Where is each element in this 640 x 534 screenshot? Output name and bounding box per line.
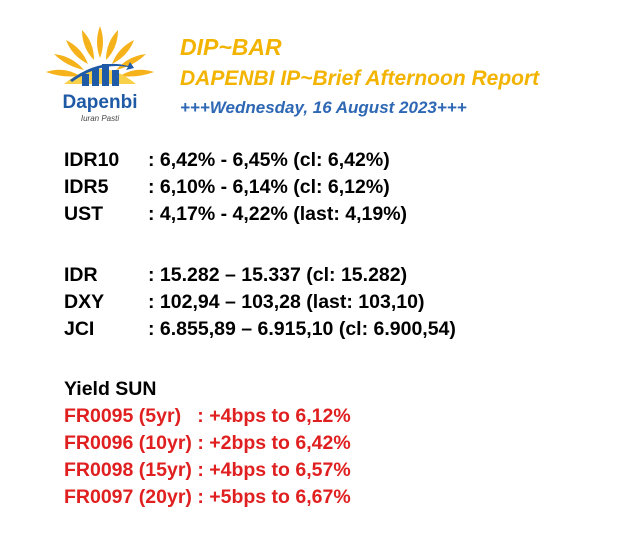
sun-emblem-icon <box>46 26 154 86</box>
row-value: : 6,42% - 6,45% (cl: 6,42%) <box>148 149 390 171</box>
data-row: IDR : 15.282 – 15.337 (cl: 15.282) <box>64 262 456 289</box>
yield-sun-title: Yield SUN <box>64 378 157 400</box>
row-label: DXY <box>64 291 105 313</box>
row-label: UST <box>64 203 103 225</box>
markets-section: IDR : 15.282 – 15.337 (cl: 15.282) DXY :… <box>64 262 456 343</box>
data-row: IDR5 : 6,10% - 6,14% (cl: 6,12%) <box>64 174 407 201</box>
data-row: UST : 4,17% - 4,22% (last: 4,19%) <box>64 201 407 228</box>
data-row: JCI : 6.855,89 – 6.915,10 (cl: 6.900,54) <box>64 316 456 343</box>
data-row: DXY : 102,94 – 103,28 (last: 103,10) <box>64 289 456 316</box>
row-value: : 4,17% - 4,22% (last: 4,19%) <box>148 203 408 225</box>
row-label: IDR5 <box>64 176 109 198</box>
yield-row: FR0097 (20yr) : +5bps to 6,67% <box>64 486 351 508</box>
yield-row: FR0098 (15yr) : +4bps to 6,57% <box>64 459 351 481</box>
yield-sun-section: Yield SUN FR0095 (5yr) : +4bps to 6,12% … <box>64 376 351 511</box>
row-label: JCI <box>64 318 95 340</box>
bond-yields-section: IDR10 : 6,42% - 6,45% (cl: 6,42%) IDR5 :… <box>64 147 407 228</box>
yield-row: FR0095 (5yr) : +4bps to 6,12% <box>64 405 351 427</box>
row-label: IDR10 <box>64 149 120 171</box>
dapenbi-logo: Dapenbi Iuran Pasti <box>30 18 170 123</box>
data-row: IDR10 : 6,42% - 6,45% (cl: 6,42%) <box>64 147 407 174</box>
row-value: : 15.282 – 15.337 (cl: 15.282) <box>148 264 408 286</box>
row-value: : 6.855,89 – 6.915,10 (cl: 6.900,54) <box>148 318 456 340</box>
logo-name: Dapenbi <box>62 92 138 113</box>
row-value: : 102,94 – 103,28 (last: 103,10) <box>148 291 425 313</box>
report-subtitle: DAPENBI IP~Brief Afternoon Report <box>180 67 540 90</box>
report-title: DIP~BAR <box>180 34 282 60</box>
logo-tagline: Iuran Pasti <box>80 114 120 123</box>
row-label: IDR <box>64 264 98 286</box>
yield-row: FR0096 (10yr) : +2bps to 6,42% <box>64 432 351 454</box>
row-value: : 6,10% - 6,14% (cl: 6,12%) <box>148 176 390 198</box>
report-date: +++Wednesday, 16 August 2023+++ <box>180 98 467 117</box>
